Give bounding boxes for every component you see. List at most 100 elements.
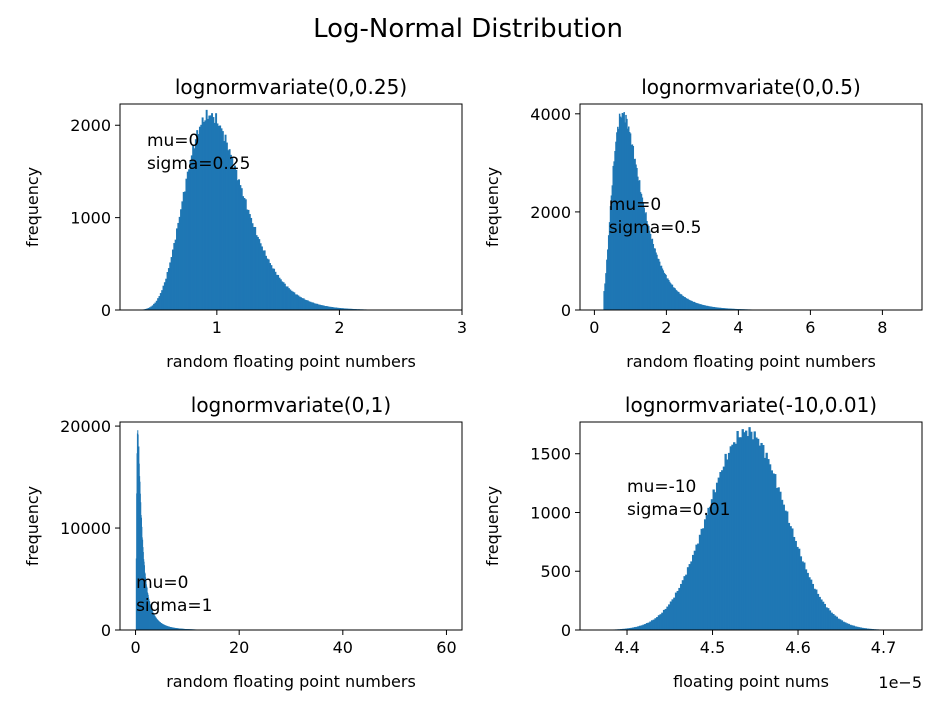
histogram-bar	[244, 199, 247, 310]
histogram-bar	[194, 139, 197, 310]
histogram-bar	[150, 306, 153, 310]
histogram-bar	[792, 536, 796, 630]
x-offset-label: 1e−5	[878, 673, 922, 692]
histogram-bar	[238, 179, 240, 310]
histogram-bar	[236, 180, 239, 310]
histogram-bar	[734, 443, 738, 630]
histogram-bar	[750, 431, 753, 630]
histogram-bar	[770, 470, 773, 630]
axes-frame	[119, 421, 463, 631]
histogram-bar	[665, 274, 667, 310]
histogram-bar	[626, 118, 628, 310]
histogram-bar	[736, 308, 738, 310]
histogram-bar	[201, 117, 204, 310]
histogram-bar	[697, 543, 700, 630]
y-tick-label: 1000	[530, 503, 571, 522]
histogram-bar	[616, 132, 618, 310]
histogram-bar	[344, 308, 347, 310]
histogram-bar	[645, 212, 647, 310]
histogram-bar	[669, 601, 673, 630]
histogram-bar	[313, 303, 316, 310]
histogram-bar	[630, 627, 633, 630]
subplot-3: lognormvariate(0,1) 0 20 40 60 0 10000 20000 ran…	[23, 393, 463, 691]
histogram-bar	[170, 257, 173, 310]
histogram-bar	[154, 302, 157, 310]
histogram-bar	[854, 626, 857, 630]
x-axis-label: random floating point numbers	[166, 672, 416, 691]
histogram-bar	[652, 244, 655, 310]
histogram-bar	[691, 301, 694, 310]
histogram-bar	[662, 609, 666, 630]
histogram-bar	[654, 618, 657, 630]
y-tick-label: 2000	[530, 203, 571, 222]
histogram-bar	[734, 308, 736, 310]
histogram-bar	[321, 305, 324, 310]
histogram-bar	[159, 293, 162, 310]
histogram-bar	[638, 180, 641, 310]
histogram-bar	[619, 116, 622, 310]
histogram-bar	[190, 155, 193, 310]
annotation-line: sigma=0.25	[147, 154, 250, 174]
annotation-line: sigma=1	[136, 596, 212, 616]
histogram-bar	[650, 239, 653, 310]
histogram-bar	[673, 287, 675, 310]
histogram-bar	[763, 457, 767, 630]
histogram-bar	[629, 133, 632, 310]
y-tick-label: 1500	[530, 445, 571, 464]
histogram-bar	[663, 272, 665, 310]
histogram-bar	[710, 499, 714, 630]
x-tick-label: 1	[212, 318, 222, 337]
histogram-bar	[787, 522, 791, 630]
histogram-bar	[189, 160, 192, 310]
histogram-bar	[251, 223, 254, 310]
histogram-bar	[656, 617, 659, 630]
histogram-bar	[269, 263, 272, 310]
histogram-bar	[208, 115, 211, 310]
subplot-2: lognormvariate(0,0.5) 0 2 4 6 8 0 2000 4000 rando…	[483, 75, 923, 371]
histogram-bar	[845, 623, 849, 630]
x-tick-label: 4	[733, 318, 743, 337]
x-tick-label: 6	[805, 318, 815, 337]
histogram-bar	[677, 291, 679, 310]
histogram-bar	[215, 113, 218, 310]
histogram-bar	[300, 297, 303, 310]
histogram-bar	[341, 308, 344, 310]
axes-frame	[579, 421, 923, 631]
histogram-bar	[745, 430, 748, 630]
histogram-bar	[703, 519, 707, 630]
histogram-bar	[331, 307, 334, 310]
histogram-bar	[668, 281, 671, 310]
histogram-bar	[209, 115, 212, 310]
histogram-bar	[289, 289, 292, 310]
histogram-bar	[631, 144, 634, 310]
histogram-bar	[861, 627, 864, 630]
histogram-bar	[683, 576, 686, 630]
histogram-bar	[314, 303, 317, 310]
histogram-bar	[774, 474, 777, 630]
histogram-bar	[316, 303, 319, 310]
histogram-bar	[290, 290, 293, 310]
histogram-bar	[821, 601, 825, 630]
histogram-bar	[247, 209, 250, 310]
histogram-bar	[318, 304, 321, 310]
annotation-line: mu=0	[136, 573, 188, 593]
x-axis-label: random floating point numbers	[166, 352, 416, 371]
histogram-bar	[608, 222, 611, 310]
histogram-bar	[304, 299, 307, 310]
histogram-bar	[706, 305, 708, 310]
histogram-bar	[727, 308, 729, 310]
histogram-bar	[692, 554, 695, 630]
histogram-bar	[748, 427, 751, 630]
histogram-bar	[204, 120, 207, 310]
histogram-bar	[784, 510, 787, 630]
histogram-bar	[651, 238, 654, 310]
histogram-bar	[708, 306, 710, 310]
histogram-bar	[724, 453, 727, 630]
histogram-bar	[347, 308, 350, 310]
histogram-bar	[837, 618, 840, 630]
histogram-bar	[868, 628, 871, 630]
histogram-bar	[625, 628, 628, 630]
histogram-bar	[155, 300, 158, 310]
histogram-bar	[851, 625, 854, 630]
histogram-bar	[798, 548, 801, 630]
